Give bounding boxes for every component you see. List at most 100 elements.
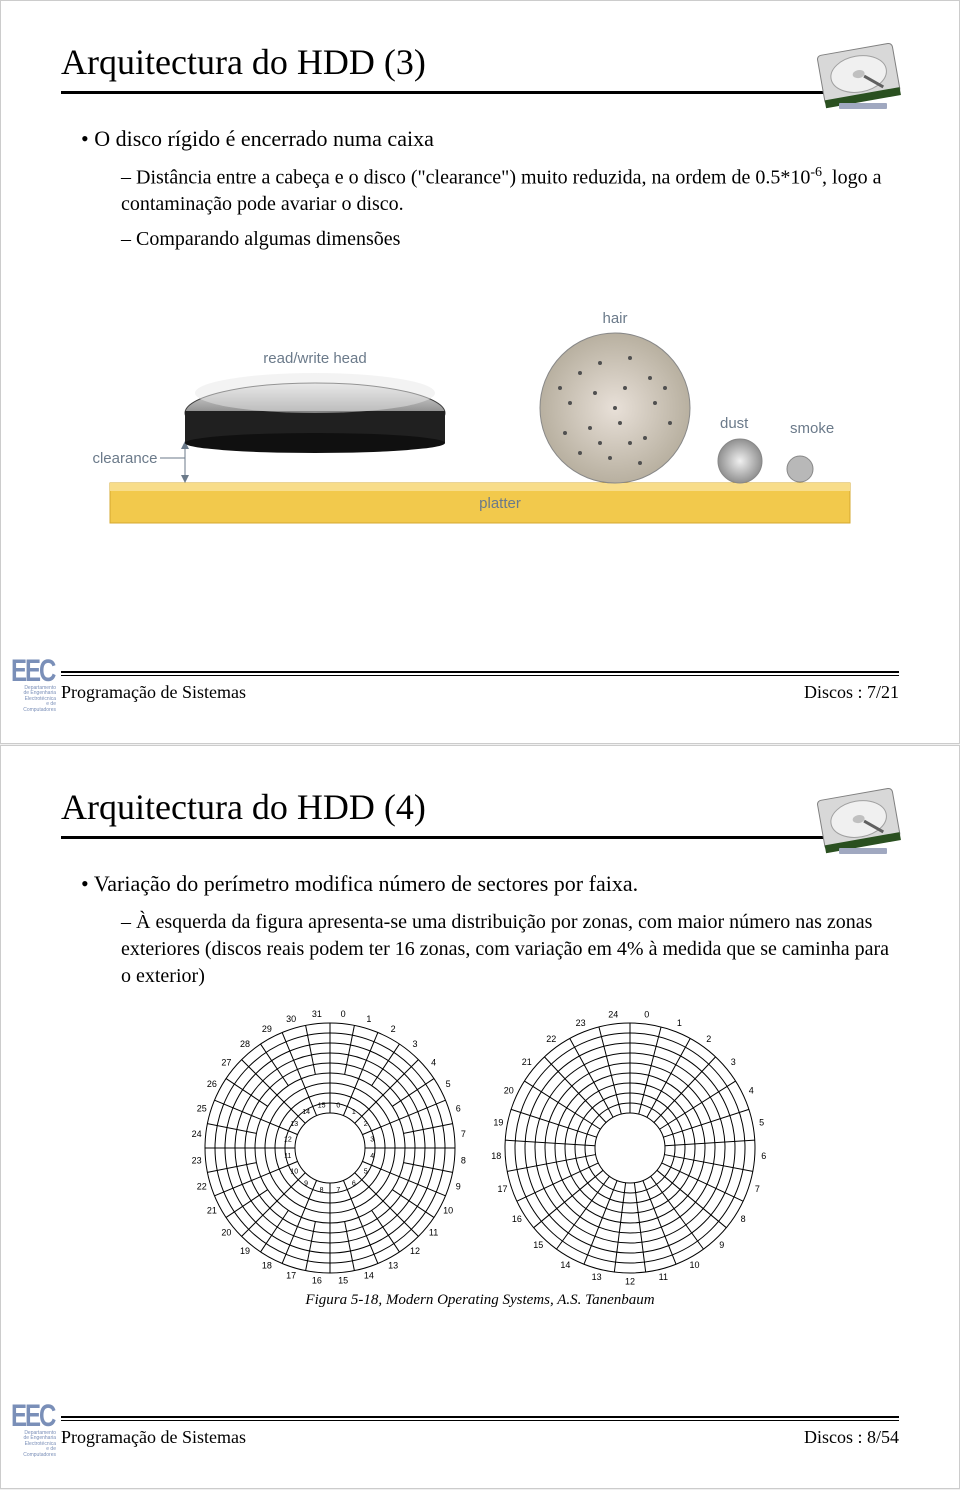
footer-right: Discos : 8/54 bbox=[804, 1427, 899, 1448]
svg-text:18: 18 bbox=[262, 1260, 272, 1270]
svg-text:7: 7 bbox=[461, 1129, 466, 1139]
svg-text:6: 6 bbox=[352, 1180, 356, 1187]
svg-text:4: 4 bbox=[370, 1153, 374, 1160]
svg-text:13: 13 bbox=[290, 1121, 298, 1128]
logo-text: EEC bbox=[11, 1398, 56, 1434]
svg-text:9: 9 bbox=[719, 1240, 724, 1250]
footer-right: Discos : 7/21 bbox=[804, 682, 899, 703]
svg-text:17: 17 bbox=[498, 1183, 508, 1193]
svg-text:17: 17 bbox=[286, 1270, 296, 1280]
svg-text:30: 30 bbox=[286, 1014, 296, 1024]
figure-caption: Figura 5-18, Modern Operating Systems, A… bbox=[61, 1292, 899, 1309]
svg-text:8: 8 bbox=[461, 1155, 466, 1165]
svg-text:22: 22 bbox=[197, 1181, 207, 1191]
svg-text:19: 19 bbox=[240, 1246, 250, 1256]
svg-text:12: 12 bbox=[625, 1276, 635, 1286]
platter-label: platter bbox=[479, 495, 521, 512]
slide-title: Arquitectura do HDD (4) bbox=[61, 786, 899, 828]
footer-left: Programação de Sistemas bbox=[61, 1427, 246, 1448]
svg-text:14: 14 bbox=[302, 1109, 310, 1116]
svg-text:7: 7 bbox=[755, 1183, 760, 1193]
bullet-main: Variação do perímetro modifica número de… bbox=[81, 869, 899, 899]
disk-left-svg: 0123456789101112131415161718192021222324… bbox=[190, 1008, 470, 1288]
bullet-main: O disco rígido é encerrado numa caixa bbox=[81, 124, 899, 154]
hdd-icon bbox=[809, 39, 909, 114]
svg-text:14: 14 bbox=[364, 1270, 374, 1280]
logo-sub5: Computadores bbox=[11, 1453, 56, 1459]
svg-text:19: 19 bbox=[493, 1117, 503, 1127]
logo-text: EEC bbox=[11, 653, 56, 689]
svg-text:7: 7 bbox=[336, 1187, 340, 1194]
footer-rule-bottom bbox=[61, 1420, 899, 1421]
svg-text:1: 1 bbox=[677, 1017, 682, 1027]
slide-title: Arquitectura do HDD (3) bbox=[61, 41, 899, 83]
svg-text:9: 9 bbox=[304, 1180, 308, 1187]
bullet-sub: À esquerda da figura apresenta-se uma di… bbox=[121, 909, 899, 990]
dept-logo: EEC Departamento de Engenharia Electroté… bbox=[11, 658, 56, 714]
footer-rule-top bbox=[61, 1416, 899, 1418]
svg-text:3: 3 bbox=[413, 1038, 418, 1048]
smoke-label: smoke bbox=[790, 420, 834, 437]
svg-text:11: 11 bbox=[429, 1227, 438, 1237]
svg-text:16: 16 bbox=[512, 1214, 522, 1224]
svg-text:0: 0 bbox=[341, 1009, 346, 1019]
head-label: read/write head bbox=[263, 350, 366, 367]
slide-2: Arquitectura do HDD (4) Variação do perí… bbox=[0, 745, 960, 1489]
title-rule bbox=[61, 836, 899, 839]
svg-text:23: 23 bbox=[192, 1155, 202, 1165]
svg-text:8: 8 bbox=[741, 1214, 746, 1224]
svg-text:24: 24 bbox=[192, 1129, 202, 1139]
svg-text:23: 23 bbox=[576, 1017, 586, 1027]
disks-diagram: 0123456789101112131415161718192021222324… bbox=[61, 1008, 899, 1288]
svg-text:10: 10 bbox=[690, 1259, 700, 1269]
svg-text:15: 15 bbox=[338, 1275, 348, 1285]
svg-text:21: 21 bbox=[207, 1205, 217, 1215]
svg-text:2: 2 bbox=[391, 1024, 396, 1034]
disk-right-svg: 0123456789101112131415161718192021222324 bbox=[490, 1008, 770, 1288]
svg-text:4: 4 bbox=[431, 1057, 436, 1067]
bullet-sub-1: Distância entre a cabeça e o disco ("cle… bbox=[121, 164, 899, 219]
svg-text:11: 11 bbox=[284, 1153, 291, 1160]
svg-text:3: 3 bbox=[731, 1057, 736, 1067]
clearance-label: clearance bbox=[92, 450, 157, 467]
svg-text:1: 1 bbox=[366, 1014, 371, 1024]
svg-text:10: 10 bbox=[443, 1205, 453, 1215]
svg-text:14: 14 bbox=[560, 1259, 570, 1269]
svg-text:3: 3 bbox=[370, 1136, 374, 1143]
svg-text:28: 28 bbox=[240, 1038, 250, 1048]
svg-text:16: 16 bbox=[312, 1275, 322, 1285]
svg-text:2: 2 bbox=[706, 1034, 711, 1044]
svg-text:12: 12 bbox=[410, 1246, 420, 1256]
svg-text:0: 0 bbox=[644, 1009, 649, 1019]
hair-label: hair bbox=[602, 310, 627, 327]
svg-text:9: 9 bbox=[456, 1181, 461, 1191]
svg-text:27: 27 bbox=[221, 1057, 231, 1067]
svg-text:5: 5 bbox=[446, 1079, 451, 1089]
clearance-svg: platter clearance read/write head bbox=[70, 283, 890, 543]
svg-text:15: 15 bbox=[318, 1102, 326, 1109]
svg-text:8: 8 bbox=[320, 1187, 324, 1194]
dept-logo: EEC Departamento de Engenharia Electroté… bbox=[11, 1403, 56, 1459]
svg-text:25: 25 bbox=[197, 1103, 207, 1113]
svg-text:18: 18 bbox=[491, 1150, 501, 1160]
svg-text:13: 13 bbox=[388, 1260, 398, 1270]
hdd-icon bbox=[809, 784, 909, 859]
svg-text:2: 2 bbox=[364, 1121, 368, 1128]
slide-1: Arquitectura do HDD (3) O disco rígido é… bbox=[0, 0, 960, 744]
svg-text:12: 12 bbox=[284, 1136, 292, 1143]
footer-rule-top bbox=[61, 671, 899, 673]
logo-sub5: Computadores bbox=[11, 708, 56, 714]
svg-text:24: 24 bbox=[608, 1009, 618, 1019]
svg-text:11: 11 bbox=[659, 1272, 668, 1282]
svg-text:26: 26 bbox=[207, 1079, 217, 1089]
clearance-diagram: platter clearance read/write head bbox=[61, 283, 899, 543]
svg-text:31: 31 bbox=[312, 1009, 322, 1019]
content-area: O disco rígido é encerrado numa caixa Di… bbox=[61, 124, 899, 253]
svg-text:0: 0 bbox=[336, 1102, 340, 1109]
svg-text:6: 6 bbox=[456, 1103, 461, 1113]
title-rule bbox=[61, 91, 899, 94]
b2a-pre: Distância entre a cabeça e o disco ("cle… bbox=[136, 166, 810, 188]
bullet-sub-2: Comparando algumas dimensões bbox=[121, 226, 899, 253]
svg-text:21: 21 bbox=[522, 1057, 532, 1067]
dust-label: dust bbox=[720, 415, 749, 432]
